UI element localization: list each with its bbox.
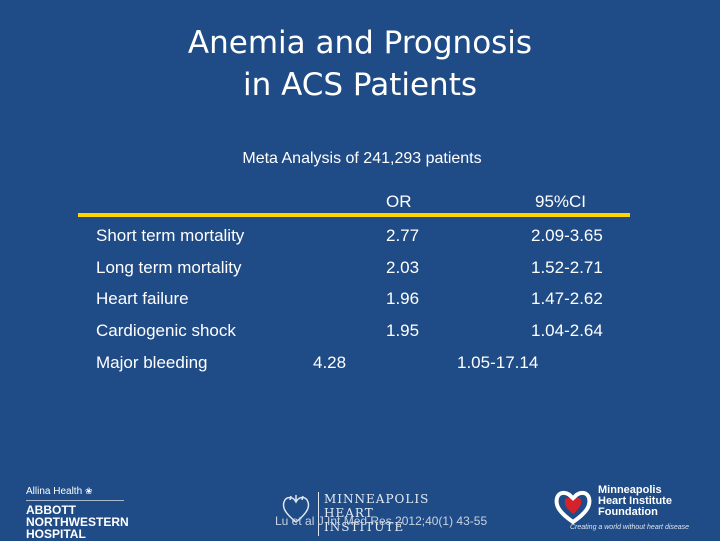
row-label: Major bleeding	[96, 353, 208, 372]
row-ci: 1.52-2.71	[531, 258, 603, 277]
mhi-text-line-1: MINNEAPOLIS	[324, 492, 430, 506]
row-or: 1.95	[386, 321, 420, 340]
row-ci: 2.09-3.65	[531, 226, 603, 245]
footer: Allina Health ❀ ABBOTT NORTHWESTERN HOSP…	[0, 478, 720, 540]
heart-outline-icon	[282, 495, 310, 523]
northwestern-text: NORTHWESTERN	[26, 515, 129, 529]
allina-health-text: Allina Health	[26, 486, 83, 497]
mhi-text-line-3: INSTITUTE	[324, 520, 405, 534]
title-line-1: Anemia and Prognosis	[187, 25, 533, 61]
row-ci: 1.05-17.14	[457, 353, 539, 372]
citation: Lu et al J Int Med Res 2012;40(1) 43-55	[275, 514, 488, 528]
row-label: Long term mortality	[96, 258, 242, 277]
mhif-text-line-1: Minneapolis	[598, 484, 662, 496]
row-or: 4.28	[313, 353, 347, 372]
logo-divider	[26, 500, 124, 501]
row-label: Cardiogenic shock	[96, 321, 236, 340]
allina-leaf-icon: ❀	[84, 486, 93, 496]
row-ci: 1.04-2.64	[531, 321, 603, 340]
header-rule	[78, 213, 630, 217]
title-line-2: in ACS Patients	[242, 67, 478, 103]
hospital-text: HOSPITAL	[26, 527, 86, 541]
row-or: 1.96	[386, 289, 420, 308]
row-label: Heart failure	[96, 289, 189, 308]
heart-hands-icon	[554, 490, 592, 525]
row-or: 2.03	[386, 258, 420, 277]
header-or: OR	[386, 192, 412, 211]
mhif-text-line-2: Heart Institute	[598, 495, 672, 507]
header-ci: 95%CI	[535, 192, 587, 211]
slide-subtitle: Meta Analysis of 241,293 patients	[242, 150, 482, 167]
slide-title: Anemia and Prognosis in ACS Patients	[0, 22, 720, 106]
row-or: 2.77	[386, 226, 420, 245]
mhif-text-line-3: Foundation	[598, 506, 658, 518]
row-ci: 1.47-2.62	[531, 289, 603, 308]
mhi-text-line-2: HEART	[324, 506, 374, 520]
row-label: Short term mortality	[96, 226, 245, 245]
abbott-text: ABBOTT	[26, 503, 76, 517]
mhif-tagline: Creating a world without heart disease	[570, 524, 690, 531]
mhi-divider	[318, 492, 319, 536]
